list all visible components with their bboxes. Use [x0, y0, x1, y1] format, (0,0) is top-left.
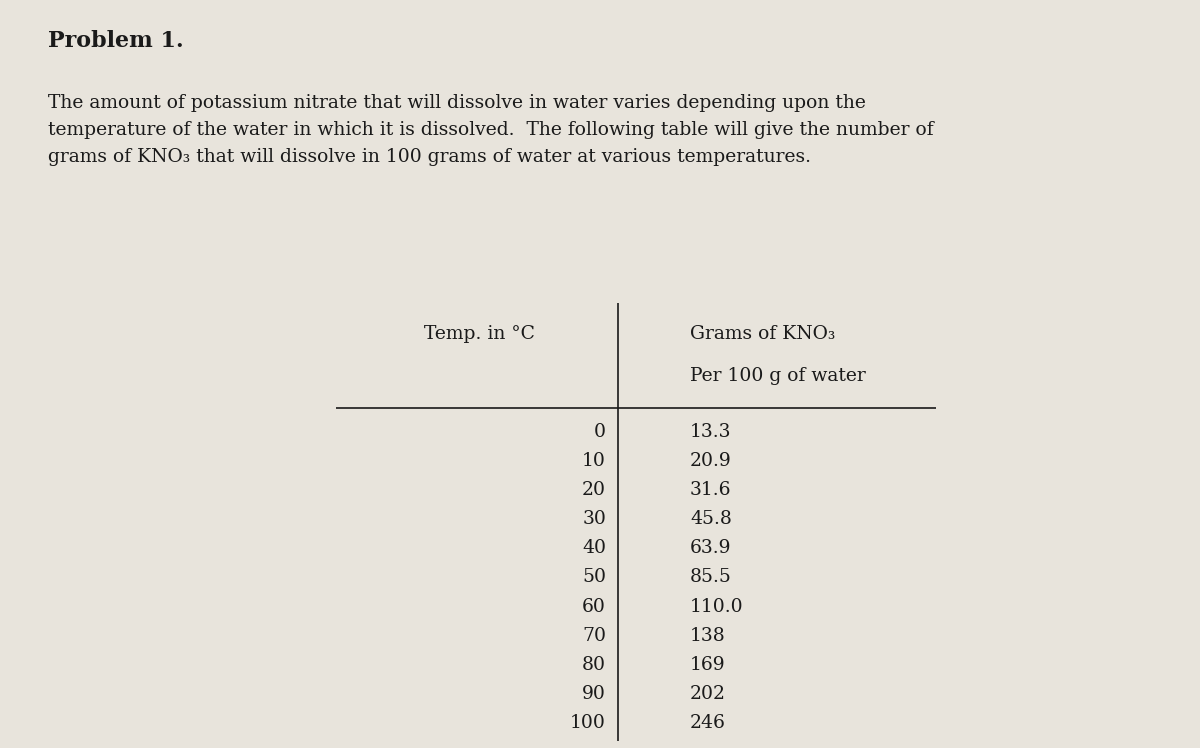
Text: 110.0: 110.0 — [690, 598, 744, 616]
Text: 60: 60 — [582, 598, 606, 616]
Text: 45.8: 45.8 — [690, 510, 732, 528]
Text: Problem 1.: Problem 1. — [48, 30, 184, 52]
Text: 20: 20 — [582, 481, 606, 499]
Text: 50: 50 — [582, 568, 606, 586]
Text: 90: 90 — [582, 685, 606, 703]
Text: 30: 30 — [582, 510, 606, 528]
Text: 63.9: 63.9 — [690, 539, 732, 557]
Text: 85.5: 85.5 — [690, 568, 732, 586]
Text: 169: 169 — [690, 656, 726, 674]
Text: 70: 70 — [582, 627, 606, 645]
Text: The amount of potassium nitrate that will dissolve in water varies depending upo: The amount of potassium nitrate that wil… — [48, 94, 934, 166]
Text: Grams of KNO₃: Grams of KNO₃ — [690, 325, 835, 343]
Text: Per 100 g of water: Per 100 g of water — [690, 367, 865, 384]
Text: 31.6: 31.6 — [690, 481, 732, 499]
Text: 246: 246 — [690, 714, 726, 732]
Text: 202: 202 — [690, 685, 726, 703]
Text: Temp. in °C: Temp. in °C — [425, 325, 535, 343]
Text: 13.3: 13.3 — [690, 423, 732, 441]
Text: 80: 80 — [582, 656, 606, 674]
Text: 20.9: 20.9 — [690, 452, 732, 470]
Text: 100: 100 — [570, 714, 606, 732]
Text: 138: 138 — [690, 627, 726, 645]
Text: 0: 0 — [594, 423, 606, 441]
Text: 10: 10 — [582, 452, 606, 470]
Text: 40: 40 — [582, 539, 606, 557]
